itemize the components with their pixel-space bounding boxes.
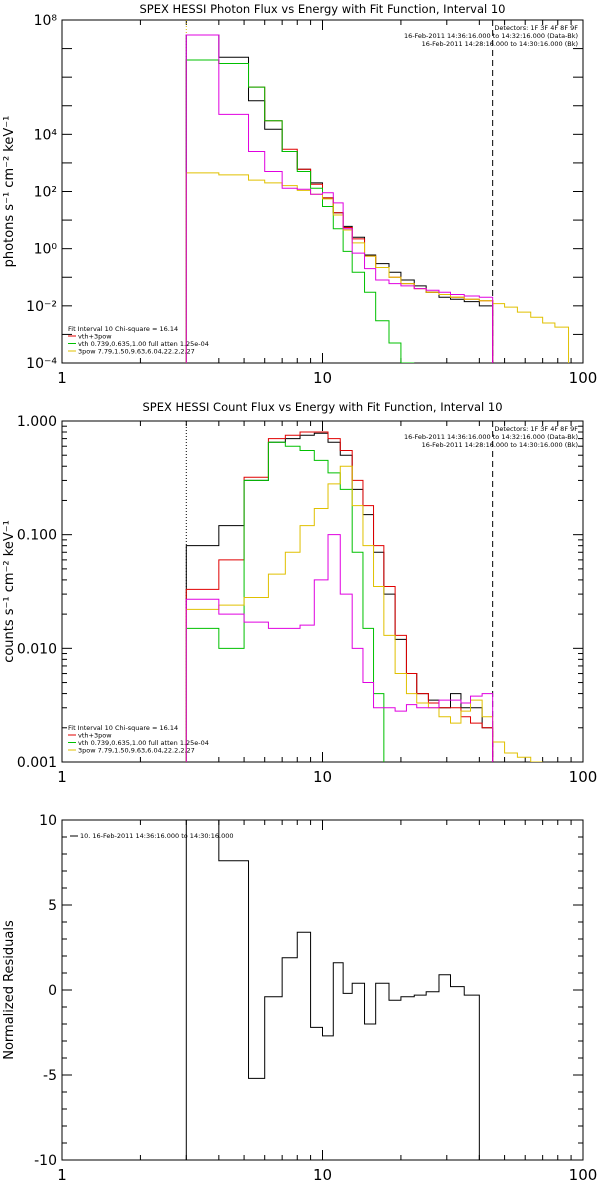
header-text: Detectors: 1F 3F 4F 8F 9F — [494, 24, 578, 32]
chart-title: SPEX HESSI Photon Flux vs Energy with Fi… — [139, 2, 505, 16]
chart-panel-3: 1 10 100 -10 -5 0 5 10 Normalized Residuals 10. 1… — [2, 813, 597, 1184]
header-text: 16-Feb-2011 14:36:16.000 to 14:32:16.000… — [404, 433, 578, 441]
y-tick-label: 10⁸ — [34, 13, 58, 29]
series-line — [185, 59, 415, 363]
fit-legend-text: vth 0.739,0.635,1.00 full atten 1.25e-04 — [78, 739, 209, 747]
x-tick-label: 1 — [57, 1166, 67, 1184]
y-tick-label: 0.001 — [17, 755, 57, 771]
x-tick-label: 100 — [569, 768, 598, 786]
header-text: 16-Feb-2011 14:28:16.000 to 14:30:16.000… — [422, 40, 578, 48]
x-tick-label: 1 — [57, 369, 67, 387]
series-line — [185, 172, 570, 363]
y-tick-label: 0.010 — [17, 641, 57, 657]
plot-frame — [61, 420, 584, 763]
y-tick-label: 10⁰ — [34, 242, 58, 258]
series-line — [185, 820, 493, 1160]
fit-legend-text: vth+3pow — [78, 732, 112, 740]
x-tick-label: 10 — [313, 1166, 332, 1184]
header-text: 16-Feb-2011 14:36:16.000 to 14:32:16.000… — [404, 32, 578, 40]
fit-legend-text: Fit Interval 10 Chi-square = 16.14 — [68, 724, 178, 732]
y-tick-label: -10 — [34, 1153, 57, 1169]
y-tick-label: 1.000 — [17, 414, 57, 430]
series-line — [185, 34, 494, 363]
series-group — [185, 820, 493, 1160]
series-line — [185, 534, 494, 762]
fit-legend-text: 3pow 7.79,1.50,9.63,6.04,22.2,2.27 — [78, 348, 195, 356]
fit-legend-text: Fit Interval 10 Chi-square = 16.14 — [68, 325, 178, 333]
y-axis-label: photons s⁻¹ cm⁻² keV⁻¹ — [2, 116, 17, 268]
chart-panel-1: SPEX HESSI Photon Flux vs Energy with Fi… — [2, 2, 597, 387]
x-tick-label: 100 — [569, 369, 598, 387]
y-tick-label: 10² — [34, 185, 57, 201]
y-axis-label: Normalized Residuals — [2, 920, 17, 1060]
series-line — [185, 431, 494, 762]
series-line — [185, 465, 543, 762]
fit-legend-text: vth+3pow — [78, 333, 112, 341]
plot-frame — [61, 819, 584, 1161]
fit-legend-text: 3pow 7.79,1.50,9.63,6.04,22.2,2.27 — [78, 747, 195, 755]
y-tick-label: 10⁴ — [34, 127, 58, 143]
y-tick-label: 10⁻² — [26, 299, 57, 315]
legend-text: 10. 16-Feb-2011 14:36:16.000 to 14:30:16… — [80, 832, 233, 840]
y-tick-label: 10⁻⁴ — [26, 356, 57, 372]
header-text: 16-Feb-2011 14:28:16.000 to 14:30:16.000… — [422, 441, 578, 449]
y-tick-label: 5 — [48, 898, 57, 914]
series-line — [185, 34, 494, 363]
x-tick-label: 10 — [313, 768, 332, 786]
chart-title: SPEX HESSI Count Flux vs Energy with Fit… — [142, 400, 502, 414]
series-group — [185, 34, 570, 363]
series-group — [185, 431, 543, 762]
x-tick-label: 10 — [313, 369, 332, 387]
chart-panel-2: SPEX HESSI Count Flux vs Energy with Fit… — [2, 400, 597, 786]
x-tick-label: 100 — [569, 1166, 598, 1184]
y-tick-label: 0 — [48, 983, 57, 999]
series-line — [185, 432, 494, 762]
x-tick-label: 1 — [57, 768, 67, 786]
y-axis-label: counts s⁻¹ cm⁻² keV⁻¹ — [2, 520, 17, 663]
fit-legend-text: vth 0.739,0.635,1.00 full atten 1.25e-04 — [78, 340, 209, 348]
y-tick-label: 10 — [39, 813, 57, 829]
series-line — [185, 59, 494, 363]
y-tick-label: -5 — [43, 1068, 57, 1084]
series-line — [185, 441, 385, 762]
y-tick-label: 0.100 — [17, 528, 57, 544]
header-text: Detectors: 1F 3F 4F 8F 9F — [494, 425, 578, 433]
